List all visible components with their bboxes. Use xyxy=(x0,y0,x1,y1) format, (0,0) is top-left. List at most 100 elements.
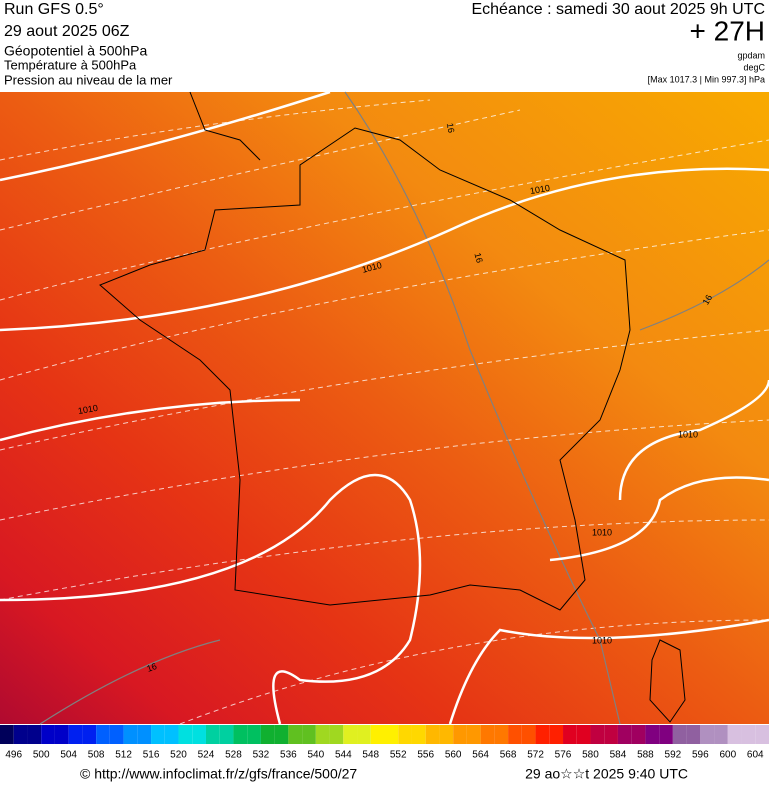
colorbar-swatch xyxy=(714,725,728,744)
unit-degc: degC xyxy=(743,62,765,72)
colorbar-label: 504 xyxy=(60,750,77,761)
colorbar-swatch xyxy=(563,725,577,744)
colorbar-label: 560 xyxy=(445,750,462,761)
contour-label: 1010 xyxy=(592,527,612,537)
colorbar-swatch xyxy=(576,725,591,744)
contour-label: 1010 xyxy=(77,403,98,416)
france-outline xyxy=(99,127,631,611)
corsica-outline xyxy=(649,639,686,723)
colorbar-swatch xyxy=(645,725,660,744)
colorbar-label: 544 xyxy=(335,750,352,761)
colorbar-swatch xyxy=(357,725,371,744)
contour-label: 1010 xyxy=(678,429,698,439)
map-field xyxy=(0,92,769,724)
colorbar-swatch xyxy=(617,725,632,744)
layer-2: Température à 500hPa xyxy=(4,57,137,72)
colorbar-swatch xyxy=(727,725,742,744)
colorbar-label: 540 xyxy=(307,750,324,761)
colorbar-swatch xyxy=(439,725,454,744)
forecast-time: Echéance : samedi 30 aout 2025 9h UTC xyxy=(471,1,765,18)
colorbar-swatch xyxy=(260,725,275,744)
colorbar-label: 604 xyxy=(747,750,764,761)
colorbar-swatch xyxy=(508,725,522,744)
colorbar-label: 552 xyxy=(390,750,407,761)
colorbar-swatch xyxy=(0,725,14,744)
colorbar-label: 508 xyxy=(88,750,105,761)
colorbar-swatch xyxy=(535,725,550,744)
colorbar-swatch xyxy=(205,725,220,744)
colorbar-label: 528 xyxy=(225,750,242,761)
header: Run GFS 0.5° 29 aout 2025 06Z Géopotenti… xyxy=(4,1,766,87)
colorbar-swatch xyxy=(425,725,440,744)
colorbar-swatch xyxy=(398,725,412,744)
colorbar-label: 532 xyxy=(253,750,270,761)
isobar-lines xyxy=(0,90,769,725)
colorbar-swatch xyxy=(672,725,687,744)
lead-time: + 27H xyxy=(690,15,766,46)
contour-label: 16 xyxy=(145,661,158,674)
colorbar-swatch xyxy=(82,725,97,744)
colorbar-swatch xyxy=(41,725,55,744)
england-coast xyxy=(189,91,261,161)
colorbar-label: 572 xyxy=(527,750,544,761)
pressure-range: [Max 1017.3 | Min 997.3] hPa xyxy=(648,74,765,84)
colorbar-label: 596 xyxy=(692,750,709,761)
layer-3: Pression au niveau de la mer xyxy=(4,72,173,87)
colorbar-label: 516 xyxy=(143,750,160,761)
colorbar-label: 496 xyxy=(5,750,22,761)
colorbar-swatch xyxy=(411,725,426,744)
colorbar-swatch xyxy=(302,725,316,744)
colorbar: 496 500 504 508 512 516 520 524 528 532 536 540 544 5… xyxy=(0,725,769,761)
colorbar-swatch xyxy=(123,725,138,744)
colorbar-label: 512 xyxy=(115,750,132,761)
colorbar-swatch xyxy=(590,725,605,744)
colorbar-swatch xyxy=(178,725,193,744)
colorbar-swatch xyxy=(137,725,152,744)
colorbar-label: 556 xyxy=(417,750,434,761)
colorbar-swatch xyxy=(384,725,399,744)
colorbar-swatch xyxy=(274,725,289,744)
contour-label: 16 xyxy=(701,293,715,307)
contour-label: 16 xyxy=(472,252,484,264)
colorbar-swatch xyxy=(219,725,234,744)
footer-url: © http://www.infoclimat.fr/z/gfs/france/… xyxy=(80,766,357,782)
isotherm-lines xyxy=(39,91,769,725)
layer-1: Géopotentiel à 500hPa xyxy=(4,43,147,59)
colorbar-label: 564 xyxy=(472,750,489,761)
colorbar-swatch xyxy=(96,725,110,744)
colorbar-swatch xyxy=(466,725,481,744)
colorbar-swatch xyxy=(370,725,385,744)
colorbar-label: 536 xyxy=(280,750,297,761)
colorbar-swatch xyxy=(151,725,165,744)
colorbar-swatch xyxy=(109,725,124,744)
colorbar-swatch xyxy=(686,725,701,744)
colorbar-swatch xyxy=(700,725,715,744)
colorbar-swatch xyxy=(631,725,646,744)
colorbar-label: 568 xyxy=(500,750,517,761)
colorbar-swatch xyxy=(343,725,358,744)
colorbar-swatch xyxy=(315,725,330,744)
colorbar-swatch xyxy=(27,725,42,744)
contour-label: 16 xyxy=(445,122,457,134)
colorbar-label: 548 xyxy=(362,750,379,761)
colorbar-swatch xyxy=(247,725,261,744)
colorbar-swatch xyxy=(480,725,495,744)
colorbar-label: 584 xyxy=(610,750,627,761)
colorbar-label: 576 xyxy=(555,750,572,761)
colorbar-swatch xyxy=(233,725,248,744)
colorbar-swatch xyxy=(68,725,83,744)
colorbar-swatch xyxy=(288,725,303,744)
colorbar-swatch xyxy=(494,725,509,744)
colorbar-label: 500 xyxy=(33,750,50,761)
colorbar-label: 600 xyxy=(719,750,736,761)
colorbar-label: 580 xyxy=(582,750,599,761)
colorbar-label: 592 xyxy=(665,750,682,761)
unit-gpdam: gpdam xyxy=(737,50,765,60)
colorbar-swatch xyxy=(54,725,69,744)
colorbar-swatch xyxy=(521,725,536,744)
contour-label: 1010 xyxy=(592,635,612,645)
colorbar-swatch xyxy=(755,725,769,744)
colorbar-swatch xyxy=(164,725,179,744)
